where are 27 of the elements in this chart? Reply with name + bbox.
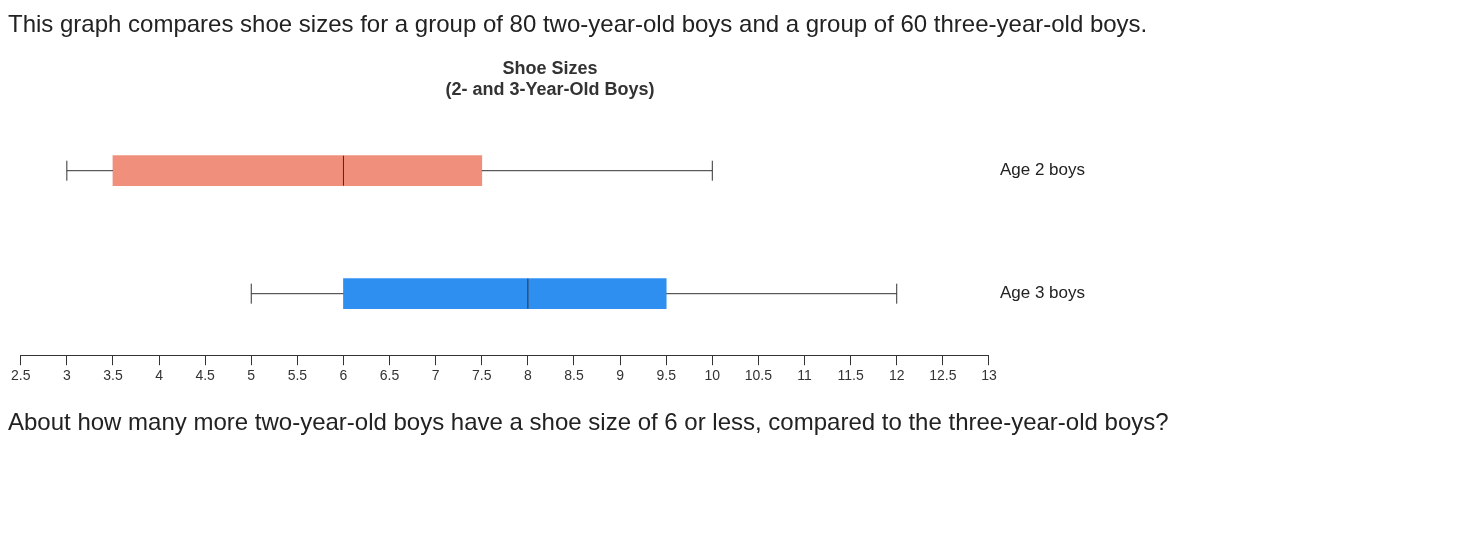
x-tick-label: 4.5 <box>195 367 216 384</box>
x-tick-label: 8 <box>523 367 532 384</box>
x-tick-label: 9.5 <box>656 367 677 384</box>
x-tick-label: 5.5 <box>287 367 308 384</box>
x-tick-label: 6.5 <box>379 367 400 384</box>
x-tick-label: 3.5 <box>103 367 123 384</box>
text: About how many more two-year-old boys have a shoe size of 6 or less, compared to the three-year-old boys? <box>8 408 1170 436</box>
x-tick-label: 11.5 <box>837 367 864 384</box>
chart-title: Shoe Sizes (2- and 3-Year-Old Boys) <box>445 57 655 100</box>
x-tick-label: 12 <box>888 367 905 384</box>
x-tick-label: 7.5 <box>472 367 492 384</box>
y-tick-label: Age 2 boys <box>999 160 1085 180</box>
x-tick-label: 9 <box>616 367 625 384</box>
x-tick-label: 10 <box>704 367 721 384</box>
x-tick-label: 12.5 <box>929 367 957 384</box>
x-tick-label: 7 <box>431 367 440 384</box>
x-tick-label: 5 <box>247 367 256 384</box>
x-tick-label: 6 <box>339 367 348 384</box>
x-tick-label: 11 <box>797 367 812 384</box>
x-tick-label: 8.5 <box>564 367 584 384</box>
x-tick-label: 13 <box>981 367 997 384</box>
y-tick-label: Age 3 boys <box>999 283 1085 303</box>
x-tick-label: 10.5 <box>744 367 773 384</box>
x-tick-label: 2.5 <box>11 367 31 384</box>
x-tick-label: 3 <box>62 367 71 384</box>
text: This graph compares shoe sizes for a group of 80 two-year-old boys and a group of 60 three-year-old boys. <box>8 10 1149 38</box>
x-tick-label: 4 <box>155 367 164 384</box>
